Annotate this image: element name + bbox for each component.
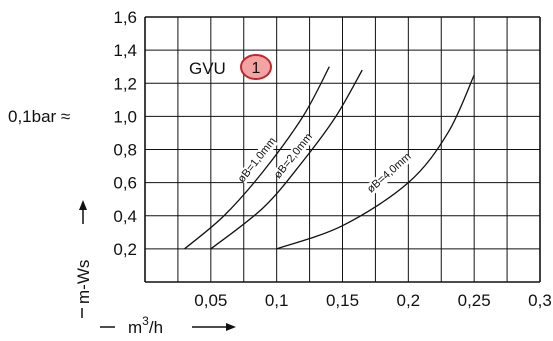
series-label: øB=4,0mm <box>365 151 414 196</box>
series-line <box>276 74 475 250</box>
x-axis-label-group: m3/h <box>100 314 236 337</box>
y-tick-label: 1,4 <box>113 41 137 60</box>
y-axis-label: m-Ws <box>74 260 93 304</box>
badge-number: 1 <box>252 60 261 77</box>
x-tick-label: 0,2 <box>397 291 421 310</box>
y-tick-label: 0,8 <box>113 141 137 160</box>
x-tick-label: 0,1 <box>265 291 289 310</box>
y-tick-label: 1,2 <box>113 74 137 93</box>
series-label-bg <box>365 151 413 195</box>
y-tick-label: 1,0 <box>113 107 137 126</box>
badge-circle <box>240 54 272 80</box>
series-label-bg <box>236 136 279 185</box>
y-tick-label: 0,4 <box>113 207 137 226</box>
x-tick-label: 0,05 <box>194 291 227 310</box>
x-tick-labels: 0,05 0,1 0,15 0,2 0,25 0,3 <box>194 291 552 310</box>
y-axis-label-group: m-Ws <box>74 200 93 318</box>
y-axis-arrow-head <box>79 200 87 210</box>
y-annotation: 0,1bar ≈ <box>8 107 70 126</box>
x-tick-label: 0,3 <box>528 291 552 310</box>
x-axis-arrow-head <box>226 323 236 331</box>
series-line <box>210 69 363 250</box>
x-tick-label: 0,25 <box>458 291 491 310</box>
y-tick-label: 0,2 <box>113 240 137 259</box>
y-tick-label: 1,6 <box>113 8 137 27</box>
x-tick-label: 0,15 <box>326 291 359 310</box>
y-tick-label: 0,6 <box>113 174 137 193</box>
grid <box>144 16 541 283</box>
device-label: GVU <box>189 59 226 78</box>
y-tick-labels: 0,2 0,4 0,6 0,8 1,0 1,2 1,4 1,6 <box>113 8 137 259</box>
x-axis-label: m3/h <box>128 314 163 337</box>
series-line <box>184 66 330 250</box>
series-label-bg <box>272 131 315 181</box>
